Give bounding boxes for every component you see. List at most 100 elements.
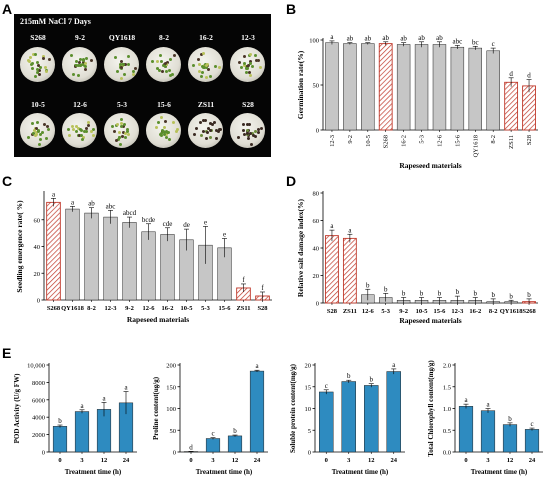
seedling: [83, 62, 87, 66]
seedling: [116, 122, 120, 126]
seedling: [251, 133, 255, 137]
significance-letter: abc: [453, 37, 463, 45]
seedling: [119, 121, 123, 125]
seedling: [205, 137, 209, 141]
seedling: [90, 130, 94, 134]
seedling: [120, 77, 124, 81]
seedling: [121, 130, 125, 134]
significance-letter: d: [527, 72, 531, 80]
seedling: [249, 61, 253, 65]
y-tick-label: 150: [166, 384, 176, 391]
seedling: [240, 65, 244, 69]
seedling: [253, 134, 257, 138]
significance-letter: b: [233, 427, 237, 435]
seedling: [78, 63, 82, 67]
seedling: [253, 54, 257, 58]
bar: [450, 46, 465, 131]
petri-dish: [230, 113, 265, 148]
y-tick-label: 0.0: [443, 450, 451, 457]
seedling: [77, 74, 81, 78]
seedling: [87, 123, 91, 127]
seedling: [241, 122, 245, 126]
y-tick-label: 0: [316, 301, 319, 308]
x-tick-label: 8-2: [489, 308, 498, 315]
x-tick-label: 12-6: [436, 134, 443, 147]
seedling: [211, 122, 214, 126]
x-tick-label: 5-3: [419, 135, 426, 144]
seedling: [197, 70, 201, 74]
seedling: [85, 130, 89, 134]
y-tick-label: 1.0: [443, 406, 451, 413]
dish-label: 9-2: [75, 33, 85, 42]
bar: [468, 47, 482, 131]
seedling: [79, 129, 83, 133]
x-tick-label: S28: [257, 305, 268, 312]
x-tick-label: 9-2: [347, 135, 354, 144]
seedling: [248, 73, 252, 77]
significance-letter: a: [255, 362, 259, 370]
bar: [160, 234, 175, 301]
x-tick-label: 5-3: [201, 305, 210, 312]
x-tick-label: 3: [80, 457, 84, 464]
significance-letter: a: [71, 198, 75, 206]
seedling: [242, 55, 246, 59]
seedling: [164, 136, 168, 140]
significance-letter: a: [348, 226, 352, 234]
seedling: [33, 128, 36, 132]
seedling: [124, 132, 128, 136]
seedling: [195, 127, 199, 131]
y-tick-label: 60: [34, 217, 41, 224]
seedling: [201, 71, 205, 75]
seedling: [256, 58, 260, 62]
seedling: [31, 66, 35, 70]
y-tick-label: 40: [34, 244, 41, 251]
seedling: [126, 130, 130, 133]
significance-letter: de: [183, 221, 190, 229]
x-tick-label: 15-6: [219, 305, 232, 312]
x-tick-label: 0: [58, 457, 61, 464]
significance-letter: ab: [436, 34, 443, 42]
seedling: [35, 126, 39, 130]
seedling: [123, 135, 127, 139]
x-tick-label: ZS11: [343, 308, 357, 315]
seedling: [33, 133, 37, 137]
significance-letter: f: [242, 276, 245, 284]
seedling: [246, 63, 250, 67]
significance-letter: b: [366, 281, 370, 289]
y-tick-label: 0.5: [443, 428, 451, 435]
x-tick-label: 12-6: [143, 305, 156, 312]
seedling: [84, 67, 88, 71]
seedling: [160, 116, 164, 120]
significance-letter: ab: [382, 34, 389, 42]
y-tick-label: 10: [305, 406, 312, 413]
seedling: [46, 124, 50, 128]
seedling: [117, 131, 121, 134]
y-axis-title: Relative salt damage index(%): [296, 198, 305, 297]
significance-letter: d: [509, 70, 513, 78]
seedling: [160, 69, 164, 73]
seedling: [123, 123, 127, 127]
seedling: [71, 125, 75, 129]
bar: [46, 201, 61, 301]
bar: [227, 435, 243, 453]
seedling: [35, 121, 39, 125]
seedling: [255, 58, 259, 62]
seedling: [92, 127, 96, 131]
petri-dish: [62, 113, 97, 148]
seedling: [26, 58, 30, 62]
seedling: [247, 70, 251, 74]
seedling: [215, 129, 219, 133]
significance-letter: b: [420, 290, 424, 298]
seedling: [245, 123, 249, 127]
significance-letter: cde: [163, 220, 173, 228]
seedling: [236, 135, 240, 139]
seedling: [72, 127, 76, 131]
seedling: [80, 138, 84, 142]
seedling: [172, 54, 176, 58]
y-tick-label: 4000: [32, 415, 45, 422]
significance-letter: abc: [106, 202, 116, 210]
seedling: [36, 71, 40, 75]
x-tick-label: 3: [347, 457, 351, 464]
bar: [486, 50, 500, 131]
bar: [249, 370, 265, 453]
